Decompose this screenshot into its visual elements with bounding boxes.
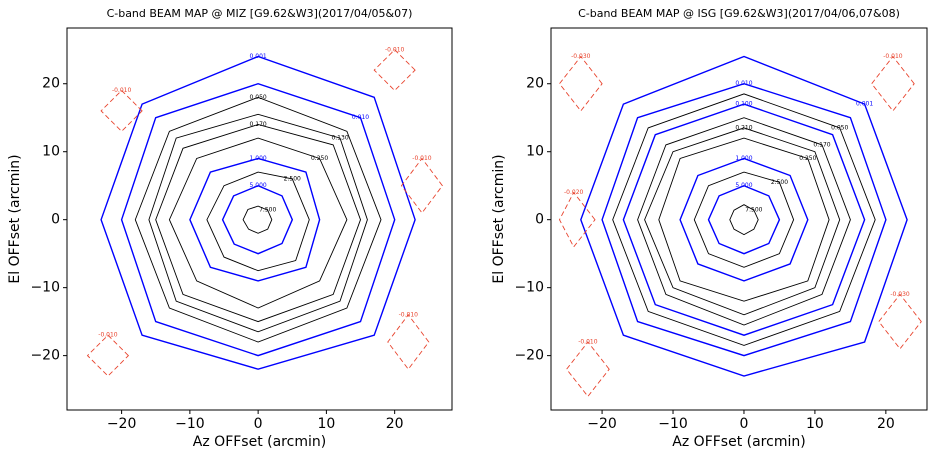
x-tick-label: 0	[254, 416, 263, 432]
y-tick-label: −10	[514, 280, 544, 296]
contour-line	[601, 82, 887, 357]
x-axis-label: Az OFFset (arcmin)	[672, 434, 805, 450]
x-axis-label: Az OFFset (arcmin)	[193, 434, 326, 450]
contour-line	[566, 341, 610, 398]
contour-panel: 7.500 5.000 2.500 1.000 0.250 0.170 0.130 0.050…	[7, 7, 453, 450]
contour-label: 0.170	[813, 141, 830, 148]
contour-label: 0.250	[311, 155, 328, 162]
contour-label: 2.500	[771, 179, 788, 186]
contour-panel: 7.500 5.000 2.500 1.000 0.250 0.210 0.170 0.100…	[491, 7, 928, 450]
contour-line	[100, 89, 143, 132]
contour-label: -0.020	[564, 189, 584, 196]
contour-line	[558, 191, 596, 248]
y-tick-label: 10	[42, 144, 60, 160]
plot-area: 7.500 5.000 2.500 1.000 0.250 0.210 0.170 0.100…	[558, 53, 922, 398]
contour-label: -0.030	[890, 291, 910, 298]
contour-line	[206, 171, 310, 272]
contour-label: -0.010	[412, 155, 432, 162]
contour-label: -0.010	[399, 311, 419, 318]
contour-label: 0.130	[331, 135, 348, 142]
y-tick-label: 0	[51, 212, 60, 228]
contour-line	[558, 55, 603, 112]
contour-line	[400, 157, 443, 214]
contour-line	[693, 171, 795, 268]
contour-label: 0.170	[250, 121, 267, 128]
y-tick-label: −10	[30, 280, 60, 296]
contour-line	[729, 204, 759, 236]
contour-label: -0.010	[385, 46, 405, 53]
contour-label: -0.010	[112, 87, 132, 94]
x-tick-label: −20	[587, 416, 617, 432]
contour-line	[580, 55, 908, 377]
contour-label: 0.010	[735, 80, 752, 87]
contour-label: -0.010	[98, 332, 118, 339]
x-tick-label: −10	[175, 416, 205, 432]
contour-label: -0.030	[571, 53, 591, 60]
contour-label: 7.500	[259, 207, 276, 214]
x-tick-label: 20	[386, 416, 404, 432]
contour-label: -0.010	[883, 53, 903, 60]
y-tick-label: 10	[526, 144, 544, 160]
contour-line	[242, 205, 273, 234]
x-tick-label: 10	[317, 416, 335, 432]
contour-label: 1.000	[735, 155, 752, 162]
chart-title: C-band BEAM MAP @ MIZ [G9.62&W3](2017/04…	[107, 7, 413, 20]
contour-line	[168, 137, 348, 309]
contour-line	[221, 184, 294, 255]
plot-area: 7.500 5.000 2.500 1.000 0.250 0.170 0.130 0.050…	[86, 46, 443, 377]
contour-label: 1.000	[250, 155, 267, 162]
y-axis-label: El OFFset (arcmin)	[491, 154, 507, 283]
contour-line	[120, 82, 396, 357]
contour-label: 5.000	[735, 182, 752, 189]
contour-label: 0.050	[250, 94, 267, 101]
contour-label: -0.010	[578, 339, 598, 346]
axes-frame	[66, 27, 453, 411]
contour-label: 5.000	[250, 182, 267, 189]
contour-line	[155, 124, 361, 323]
contour-line	[644, 127, 841, 316]
contour-line	[612, 93, 876, 346]
contour-line	[86, 334, 130, 377]
y-tick-label: −20	[30, 348, 60, 364]
contour-line	[707, 184, 781, 255]
x-tick-label: −10	[658, 416, 688, 432]
contour-line	[871, 55, 915, 112]
y-tick-label: 0	[535, 212, 544, 228]
chart-title: C-band BEAM MAP @ ISG [G9.62&W3](2017/04…	[578, 7, 900, 20]
contour-line	[658, 137, 830, 302]
contour-label: 7.500	[745, 207, 762, 214]
contour-label: 0.050	[831, 124, 848, 131]
contour-line	[637, 117, 851, 326]
contour-line	[134, 96, 382, 343]
contour-label: 0.210	[735, 124, 752, 131]
y-axis-label: El OFFset (arcmin)	[7, 154, 23, 283]
contour-line	[622, 103, 866, 336]
contour-line	[100, 55, 416, 370]
contour-line	[387, 314, 430, 370]
contour-line	[189, 157, 321, 282]
axes-frame	[550, 27, 928, 411]
y-tick-label: −20	[514, 348, 544, 364]
contour-line	[148, 113, 368, 333]
x-tick-label: 10	[806, 416, 824, 432]
x-tick-label: −20	[107, 416, 137, 432]
contour-label: 2.500	[284, 175, 301, 182]
contour-label: 0.100	[735, 101, 752, 108]
contour-label: 0.010	[352, 114, 369, 121]
contour-label: 0.250	[799, 155, 816, 162]
x-tick-label: 0	[740, 416, 749, 432]
contour-line	[373, 49, 416, 92]
contour-label: 0.001	[856, 101, 873, 108]
contour-line	[679, 157, 809, 282]
contour-line	[878, 293, 922, 350]
y-tick-label: 20	[42, 76, 60, 92]
x-tick-label: 20	[877, 416, 895, 432]
contour-label: 0.001	[250, 53, 267, 60]
y-tick-label: 20	[526, 76, 544, 92]
